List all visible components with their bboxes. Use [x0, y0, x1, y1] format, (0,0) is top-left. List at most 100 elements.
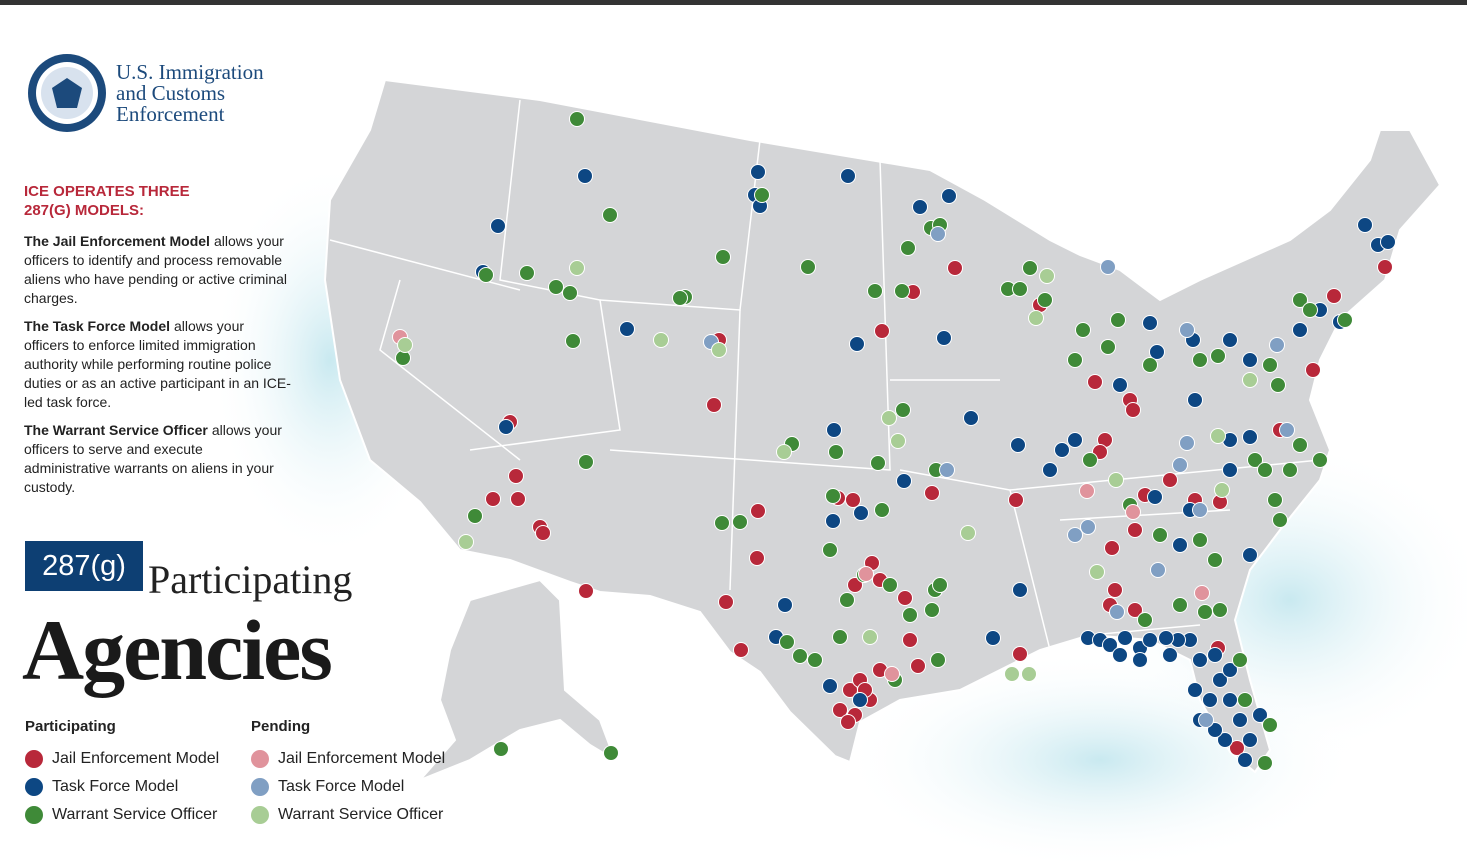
agency-dot — [1142, 632, 1158, 648]
agency-dot — [493, 741, 509, 757]
agency-dot — [1214, 482, 1230, 498]
agency-dot — [930, 652, 946, 668]
agency-dot — [1198, 712, 1214, 728]
agency-dot — [1237, 692, 1253, 708]
agency-dot — [1110, 312, 1126, 328]
agency-dot — [706, 397, 722, 413]
agency-dot — [1252, 707, 1268, 723]
model-text: allows your officers to identify and pro… — [24, 233, 288, 306]
agency-dot — [1242, 732, 1258, 748]
agency-dot — [852, 692, 868, 708]
title-line: Participating — [148, 557, 353, 602]
agency-dot — [1179, 435, 1195, 451]
agency-dot — [832, 702, 848, 718]
agency-dot — [1242, 372, 1258, 388]
agency-dot — [1192, 532, 1208, 548]
intro: ICE OPERATES THREE 287(G) MODELS: The Ja… — [24, 182, 292, 506]
agency-dot — [1272, 512, 1288, 528]
agency-dot — [1152, 527, 1168, 543]
agency-dot — [1229, 740, 1245, 756]
agency-dot — [498, 419, 514, 435]
agency-dot — [939, 462, 955, 478]
agency-dot — [882, 577, 898, 593]
agency-dot — [569, 260, 585, 276]
agency-dot — [902, 607, 918, 623]
agency-dot — [508, 468, 524, 484]
agency-dot — [490, 218, 506, 234]
agency-dot — [858, 566, 874, 582]
agency-dot — [1137, 612, 1153, 628]
agency-dot — [924, 602, 940, 618]
agency-dot — [1172, 537, 1188, 553]
agency-dot — [672, 290, 688, 306]
agency-dot — [1187, 682, 1203, 698]
agency-dot — [1187, 392, 1203, 408]
agency-dot — [847, 577, 863, 593]
agency-dot — [1179, 322, 1195, 338]
agency-dot — [1150, 562, 1166, 578]
agency-dot — [1162, 647, 1178, 663]
agency-dot — [963, 410, 979, 426]
agency-dot — [1172, 597, 1188, 613]
agency-dot — [840, 168, 856, 184]
agency-dot — [1257, 462, 1273, 478]
agency-dot — [711, 342, 727, 358]
model-text: allows your officers to serve and execut… — [24, 422, 282, 495]
legend-group: Participating Jail Enforcement Model Task … — [25, 718, 219, 829]
top-bar — [0, 0, 1467, 5]
agency-dot — [1100, 259, 1116, 275]
alaska — [419, 578, 617, 781]
agency-dot — [1237, 752, 1253, 768]
legend-swatch — [251, 778, 269, 796]
agency-dot — [1305, 362, 1321, 378]
agency-dot — [839, 592, 855, 608]
agency-dot — [749, 550, 765, 566]
agency-dot — [1269, 337, 1285, 353]
agency-dot — [1217, 732, 1233, 748]
legend-swatch — [251, 806, 269, 824]
agency-dot — [936, 330, 952, 346]
agency-dot — [519, 265, 535, 281]
agency-dot — [840, 714, 856, 730]
agency-dot — [792, 648, 808, 664]
title-main: Agencies — [22, 602, 333, 698]
agency-dot — [947, 260, 963, 276]
agency-dot — [1162, 472, 1178, 488]
agency-dot — [941, 188, 957, 204]
agency-dot — [881, 410, 897, 426]
agency-dot — [603, 745, 619, 761]
agency-dot — [1232, 712, 1248, 728]
agency-dot — [754, 187, 770, 203]
agency-dot — [1279, 422, 1295, 438]
agency-dot — [1262, 717, 1278, 733]
agency-dot — [1192, 502, 1208, 518]
agency-dot — [1377, 259, 1393, 275]
agency-dot — [825, 513, 841, 529]
agency-dot — [510, 491, 526, 507]
agency-dot — [653, 332, 669, 348]
agency-dot — [1222, 332, 1238, 348]
agency-dot — [1008, 492, 1024, 508]
legend-label: Task Force Model — [278, 778, 405, 795]
legend-label: Warrant Service Officer — [278, 806, 444, 823]
agency-name: U.S. Immigration and Customs Enforcement — [116, 62, 264, 125]
agency-dot — [895, 402, 911, 418]
model-text: allows your officers to enforce limited … — [24, 318, 291, 410]
agency-dot — [715, 249, 731, 265]
agency-dot — [1212, 672, 1228, 688]
title-badge: 287(g) — [25, 541, 143, 591]
agency-dot — [1202, 692, 1218, 708]
agency-dot — [832, 629, 848, 645]
agency-dot — [1132, 652, 1148, 668]
agency-dot — [1192, 352, 1208, 368]
agency-dot — [894, 283, 910, 299]
agency-dot — [714, 515, 730, 531]
agency-dot — [910, 658, 926, 674]
agency-line: and Customs — [116, 81, 226, 105]
agency-dot — [825, 488, 841, 504]
agency-dot — [1112, 647, 1128, 663]
agency-dot — [1210, 348, 1226, 364]
agency-dot — [1282, 462, 1298, 478]
legend-swatch — [25, 750, 43, 768]
seal — [28, 54, 106, 132]
